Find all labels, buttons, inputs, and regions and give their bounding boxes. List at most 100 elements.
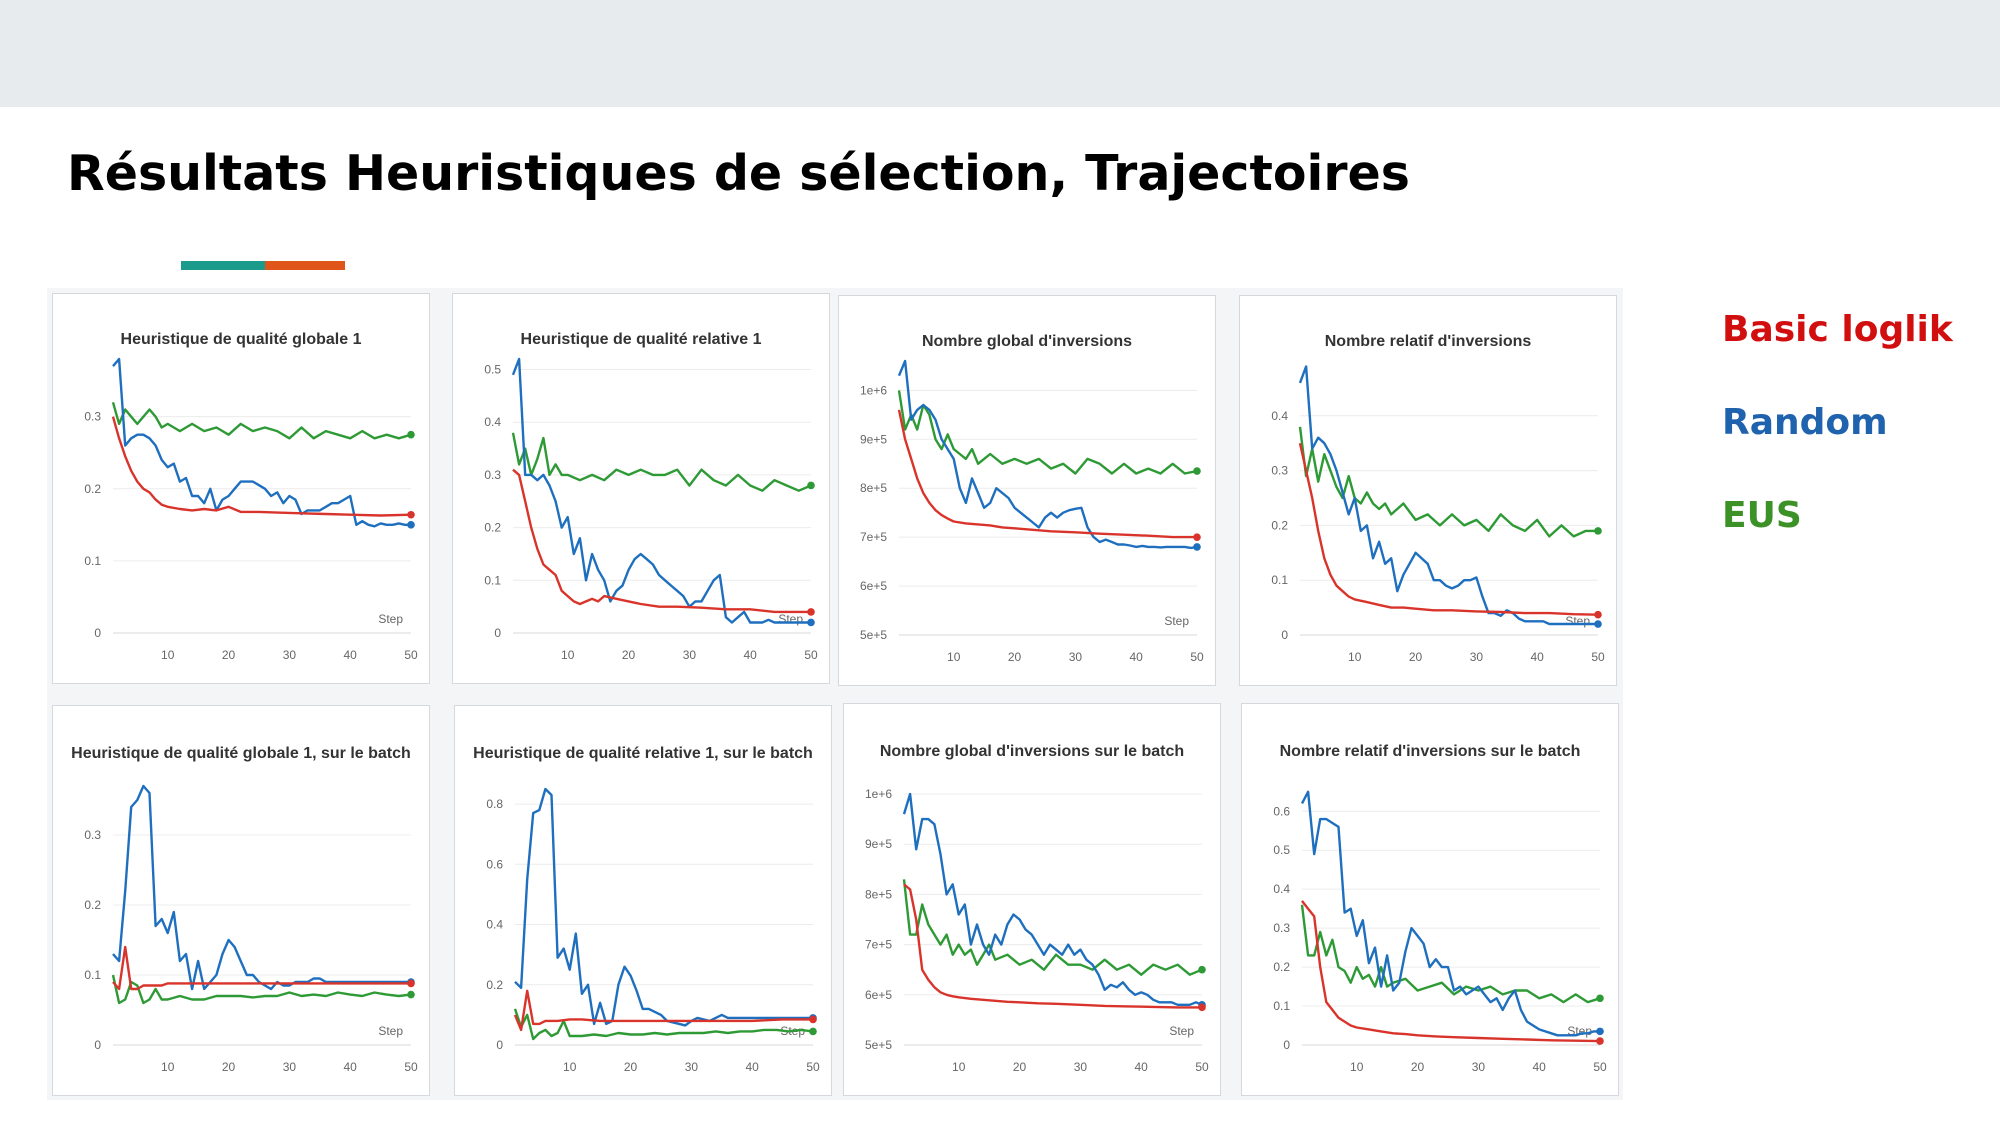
series-end-point-random (807, 618, 815, 627)
series-line-random (897, 359, 1198, 550)
series-line-basic (1298, 442, 1599, 616)
x-tick-label: 20 (222, 1060, 236, 1074)
y-tick-label: 0 (94, 1038, 101, 1052)
x-tick-label: 40 (1130, 650, 1144, 664)
chart-title: Nombre global d'inversions (921, 333, 1133, 350)
x-tick-label: 30 (283, 648, 297, 662)
y-tick-label: 0.5 (484, 363, 501, 377)
series-line-eus (111, 974, 412, 1005)
chart-title: Nombre global d'inversions sur le batch (879, 743, 1185, 760)
y-tick-label: 5e+5 (865, 1038, 892, 1052)
x-tick-label: 10 (561, 648, 575, 662)
series-line-random (112, 784, 411, 991)
legend-item-eus: EUS (1722, 495, 1802, 536)
x-tick-label: 10 (1350, 1060, 1364, 1074)
chart-panel: Heuristique de qualité relative 1, sur l… (454, 705, 832, 1096)
x-tick-label: 40 (344, 648, 358, 662)
accent-bar-orange (265, 261, 345, 270)
top-band (0, 0, 2000, 107)
series-end-point-eus (1198, 965, 1206, 974)
y-tick-label: 0.4 (1273, 882, 1290, 896)
x-tick-label: 50 (1190, 650, 1204, 664)
series-end-point-basic (807, 608, 815, 616)
y-tick-label: 0.4 (1271, 409, 1288, 423)
y-tick-label: 5e+5 (860, 628, 887, 642)
x-axis-label: Step (378, 1024, 403, 1038)
series-line-basic (512, 468, 811, 614)
x-tick-label: 20 (222, 648, 236, 662)
x-tick-label: 50 (1593, 1060, 1607, 1074)
y-tick-label: 0.4 (484, 415, 501, 429)
x-axis-label: Step (378, 612, 403, 626)
series-end-point-eus (407, 990, 415, 999)
x-tick-label: 30 (283, 1060, 297, 1074)
x-tick-label: 50 (404, 648, 418, 662)
y-tick-label: 9e+5 (865, 837, 892, 851)
chart-panel: Heuristique de qualité relative 1 0 0.1 0.2… (452, 293, 830, 684)
y-tick-label: 8e+5 (865, 887, 892, 901)
series-line-random (514, 787, 813, 1027)
slide-title: Résultats Heuristiques de sélection, Tra… (67, 145, 1410, 202)
x-tick-label: 10 (947, 650, 961, 664)
series-end-point-random (1596, 1027, 1604, 1036)
chart-svg: 5e+5 6e+5 7e+5 8e+5 9e+5 1e+6 10 20 30 40 50 Step (865, 787, 1209, 1074)
series-end-point-basic (407, 979, 415, 988)
series-end-point-basic (1596, 1037, 1604, 1045)
y-tick-label: 0.1 (84, 968, 101, 982)
y-tick-label: 0.2 (84, 482, 101, 496)
y-tick-label: 0.5 (1273, 843, 1290, 857)
x-tick-label: 20 (1409, 650, 1423, 664)
x-tick-label: 40 (344, 1060, 358, 1074)
y-tick-label: 0 (1283, 1038, 1290, 1052)
series-line-eus (1298, 426, 1598, 538)
chart-title: Heuristique de qualité globale 1, sur le… (71, 745, 411, 762)
series-end-point-random (1594, 620, 1602, 628)
x-tick-label: 10 (161, 648, 175, 662)
series-line-random (1300, 790, 1600, 1037)
y-tick-label: 0.2 (1271, 518, 1288, 532)
series-end-point-eus (1193, 467, 1201, 475)
series-line-eus (111, 401, 412, 440)
y-tick-label: 6e+5 (860, 579, 887, 593)
series-line-random (1298, 365, 1598, 626)
x-tick-label: 30 (1470, 650, 1484, 664)
chart-svg: 0 0.1 0.2 0.3 10 20 30 40 50 Step (84, 357, 418, 662)
y-tick-label: 0.3 (84, 828, 101, 842)
x-axis-label: Step (1565, 614, 1590, 628)
y-tick-label: 0.2 (1273, 960, 1290, 974)
series-line-eus (513, 1008, 814, 1041)
series-end-point-basic (1193, 533, 1201, 541)
y-tick-label: 0.6 (1273, 804, 1290, 818)
y-tick-label: 0.1 (484, 573, 501, 587)
series-end-point-eus (407, 430, 415, 439)
series-line-random (511, 357, 811, 624)
y-tick-label: 0 (494, 626, 501, 640)
x-axis-label: Step (778, 612, 803, 626)
chart-panel: Nombre global d'inversions 5e+5 6e+5 7e+5 8e… (838, 295, 1216, 686)
chart-title: Nombre relatif d'inversions (1324, 333, 1532, 350)
series-line-basic (112, 945, 411, 991)
series-end-point-eus (1596, 994, 1604, 1003)
y-tick-label: 0.3 (484, 468, 501, 482)
y-tick-label: 0 (94, 626, 101, 640)
series-end-point-basic (1594, 610, 1602, 619)
x-tick-label: 10 (1348, 650, 1362, 664)
x-tick-label: 30 (1472, 1060, 1486, 1074)
chart-svg: 0 0.1 0.2 0.3 0.4 10 20 30 40 50 Step (1271, 365, 1605, 664)
y-tick-label: 0 (496, 1038, 503, 1052)
chart-svg: 5e+5 6e+5 7e+5 8e+5 9e+5 1e+6 10 20 30 40 50 Step (860, 359, 1204, 664)
y-tick-label: 0.1 (1273, 999, 1290, 1013)
series-line-eus (1300, 904, 1601, 1004)
series-end-point-eus (807, 481, 815, 490)
chart-svg: 0 0.1 0.2 0.3 10 20 30 40 50 Step (84, 784, 418, 1074)
series-end-point-basic (809, 1015, 817, 1024)
series-line-basic (111, 416, 412, 517)
series-line-eus (902, 879, 1203, 976)
series-line-random (112, 357, 411, 528)
x-axis-label: Step (1164, 614, 1189, 628)
x-tick-label: 50 (1195, 1060, 1209, 1074)
series-line-basic (903, 883, 1202, 1009)
x-tick-label: 30 (685, 1060, 699, 1074)
